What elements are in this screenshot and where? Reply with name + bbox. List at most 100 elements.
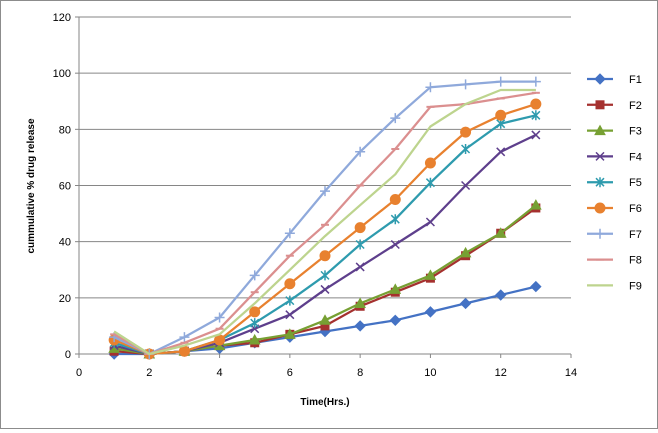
x-tick-label: 8 <box>357 367 363 379</box>
legend-label-f2: F2 <box>629 100 642 112</box>
data-point-f6 <box>178 345 190 357</box>
series-f9 <box>113 88 536 356</box>
data-point-f5 <box>285 295 295 306</box>
axes <box>75 16 572 358</box>
legend-marker-f5 <box>595 177 605 188</box>
x-tick-label: 6 <box>287 367 293 379</box>
x-axis-title: Time(Hrs.) <box>300 397 349 408</box>
data-point-f7 <box>320 186 330 197</box>
data-point-f4 <box>531 130 541 140</box>
data-point-f7 <box>284 228 295 239</box>
tick-labels: 0 20 40 60 80 100 120 0 2 4 6 8 10 12 14 <box>53 12 577 379</box>
data-point-f7 <box>530 76 541 87</box>
data-point-f1 <box>459 297 472 310</box>
legend-item-f5: F5 <box>587 177 642 189</box>
legend-label-f6: F6 <box>629 203 642 215</box>
x-tick-label: 10 <box>424 367 436 379</box>
x-tick-label: 2 <box>146 367 152 379</box>
data-point-f7 <box>425 82 436 93</box>
data-point-f7 <box>390 113 401 124</box>
legend-label-f8: F8 <box>629 255 642 267</box>
data-point-f6 <box>249 306 261 318</box>
legend-marker-f7 <box>595 228 605 239</box>
legend-item-f6: F6 <box>587 202 642 215</box>
legend-item-f7: F7 <box>587 228 642 241</box>
series-line-f7 <box>113 80 536 356</box>
data-point-f6 <box>424 157 436 169</box>
legend-marker-f3 <box>594 124 606 136</box>
legend-label-f1: F1 <box>629 74 642 86</box>
data-point-f1 <box>424 306 437 318</box>
legend-label-f7: F7 <box>629 229 642 241</box>
data-point-f7 <box>179 332 190 343</box>
y-tick-label: 80 <box>59 124 71 136</box>
data-point-f7 <box>495 76 506 87</box>
data-point-f3 <box>389 283 402 294</box>
data-point-f4 <box>355 262 365 272</box>
y-axis-title: cummulative % drug release <box>26 118 37 253</box>
data-point-f1 <box>389 314 401 327</box>
data-point-f1 <box>354 320 366 332</box>
data-point-f1 <box>530 280 542 293</box>
data-point-f6 <box>530 98 542 110</box>
legend: F1 F2 F3 F4 F5 F6 F7 F8 F9 <box>587 73 642 292</box>
data-point-f4 <box>496 147 506 157</box>
y-tick-label: 120 <box>53 12 71 24</box>
y-tick-label: 20 <box>59 293 71 305</box>
data-point-f4 <box>285 310 295 320</box>
data-point-f3 <box>530 199 542 210</box>
data-point-f6 <box>319 250 331 262</box>
legend-item-f4: F4 <box>587 151 642 163</box>
data-point-f6 <box>389 194 401 206</box>
y-tick-label: 0 <box>65 349 71 361</box>
data-point-f6 <box>354 222 366 234</box>
data-point-f3 <box>354 297 366 308</box>
legend-item-f1: F1 <box>587 73 642 86</box>
data-point-f5 <box>320 270 330 281</box>
data-point-f7 <box>355 146 366 157</box>
data-point-f1 <box>495 289 507 301</box>
data-point-f3 <box>459 246 472 258</box>
data-point-f5 <box>390 214 400 225</box>
legend-marker-f4 <box>595 151 605 161</box>
data-point-f3 <box>494 227 507 238</box>
data-point-f5 <box>425 177 435 188</box>
data-point-f7 <box>460 79 471 90</box>
legend-marker-f2 <box>595 100 605 110</box>
data-point-f3 <box>248 333 261 345</box>
legend-item-f9: F9 <box>587 280 642 292</box>
legend-label-f3: F3 <box>629 126 642 138</box>
series-line-f9 <box>113 88 536 356</box>
data-point-f5 <box>250 318 260 329</box>
data-point-f4 <box>320 284 330 294</box>
legend-item-f3: F3 <box>587 124 642 138</box>
legend-item-f8: F8 <box>587 255 642 267</box>
data-point-f4 <box>425 217 435 227</box>
legend-label-f9: F9 <box>629 280 642 292</box>
x-tick-label: 0 <box>76 367 82 379</box>
data-point-f4 <box>390 239 400 250</box>
data-point-f4 <box>461 180 471 191</box>
data-point-f6 <box>460 126 472 138</box>
y-tick-label: 60 <box>59 181 71 193</box>
y-tick-label: 100 <box>53 68 71 80</box>
x-tick-label: 4 <box>217 367 223 379</box>
x-tick-label: 14 <box>565 367 577 379</box>
data-point-f7 <box>249 270 260 281</box>
series-f7 <box>109 76 541 359</box>
legend-item-f2: F2 <box>587 100 642 112</box>
data-point-f3 <box>319 314 331 325</box>
series-lines <box>108 76 542 360</box>
data-point-f3 <box>424 269 437 280</box>
data-point-f6 <box>284 278 296 290</box>
legend-label-f5: F5 <box>629 177 642 189</box>
legend-marker-f6 <box>594 202 606 214</box>
y-tick-label: 40 <box>59 237 71 249</box>
data-point-f5 <box>355 239 365 250</box>
data-point-f7 <box>214 312 225 323</box>
legend-label-f4: F4 <box>629 151 642 163</box>
data-point-f6 <box>495 109 507 121</box>
legend-marker-f1 <box>594 73 606 85</box>
